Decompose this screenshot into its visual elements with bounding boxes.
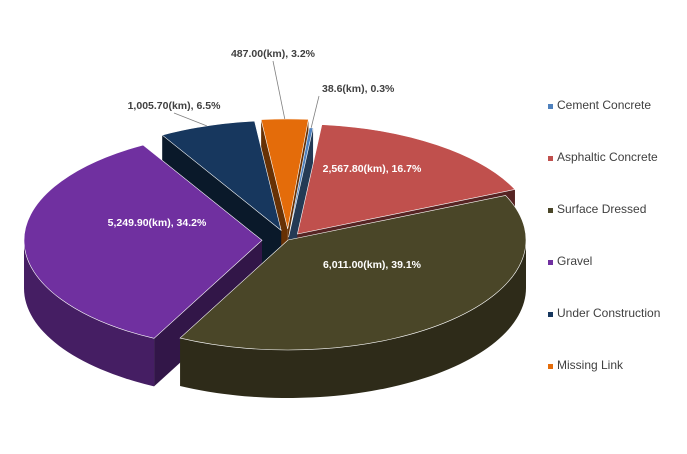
legend-swatch-surface-dressed — [548, 208, 553, 213]
data-label-gravel: 5,249.90(km), 34.2% — [108, 217, 207, 229]
slice-missing-link — [260, 118, 309, 229]
legend-item-under-construction: Under Construction — [548, 306, 660, 320]
legend: Cement Concrete Asphaltic Concrete Surface… — [548, 98, 660, 372]
data-label-asphaltic-concrete: 2,567.80(km), 16.7% — [323, 163, 422, 175]
data-label-surface-dressed: 6,011.00(km), 39.1% — [323, 259, 422, 271]
legend-label-surface-dressed: Surface Dressed — [557, 202, 646, 216]
leader-line-cement-concrete — [310, 95, 320, 128]
leader-line-under-construction — [173, 112, 207, 127]
slice-outer-wall-surface-dressed — [180, 240, 526, 399]
legend-item-gravel: Gravel — [548, 254, 592, 268]
data-label-cement-concrete: 38.6(km), 0.3% — [322, 83, 395, 95]
legend-swatch-missing-link — [548, 364, 553, 369]
legend-swatch-gravel — [548, 260, 553, 265]
legend-item-missing-link: Missing Link — [548, 358, 624, 372]
data-label-missing-link: 487.00(km), 3.2% — [231, 48, 316, 60]
legend-label-gravel: Gravel — [557, 254, 592, 268]
slice-outer-wall-gravel — [24, 240, 155, 387]
slice-surface-dressed — [179, 195, 527, 351]
legend-item-cement-concrete: Cement Concrete — [548, 98, 651, 112]
legend-item-surface-dressed: Surface Dressed — [548, 202, 646, 216]
leader-line-missing-link — [272, 60, 286, 119]
legend-swatch-cement-concrete — [548, 104, 553, 109]
data-label-under-construction: 1,005.70(km), 6.5% — [128, 100, 221, 112]
data-labels: 38.6(km), 0.3% 2,567.80(km), 16.7% 6,011.0… — [108, 48, 422, 271]
slice-asphaltic-concrete — [297, 124, 516, 235]
slice-tops — [23, 118, 527, 351]
legend-label-missing-link: Missing Link — [557, 358, 624, 372]
legend-label-under-construction: Under Construction — [557, 306, 660, 320]
legend-swatch-under-construction — [548, 312, 553, 317]
legend-item-asphaltic-concrete: Asphaltic Concrete — [548, 150, 658, 164]
legend-swatch-asphaltic-concrete — [548, 156, 553, 161]
legend-label-asphaltic-concrete: Asphaltic Concrete — [557, 150, 658, 164]
slice-gravel — [23, 144, 263, 339]
legend-label-cement-concrete: Cement Concrete — [557, 98, 651, 112]
